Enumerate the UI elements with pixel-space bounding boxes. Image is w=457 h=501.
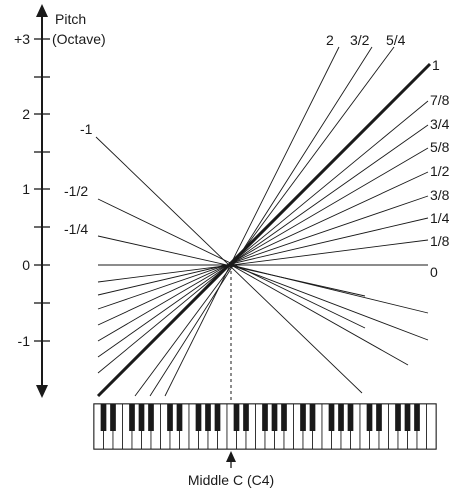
axis-arrow-up-icon bbox=[36, 4, 48, 17]
black-key bbox=[100, 404, 107, 431]
axis-title-octave: (Octave) bbox=[52, 31, 106, 47]
arrow-up-icon bbox=[226, 451, 236, 462]
line-label: 1 bbox=[432, 57, 440, 73]
line-label: 3/8 bbox=[430, 187, 450, 203]
black-key bbox=[281, 404, 287, 431]
axis-tick-label: 1 bbox=[22, 181, 30, 197]
line-one-bold bbox=[96, 62, 432, 398]
line-label: -1/2 bbox=[64, 183, 88, 199]
axis-tick-label: -1 bbox=[18, 333, 31, 349]
black-key bbox=[404, 404, 411, 431]
black-key bbox=[328, 404, 335, 431]
black-key bbox=[148, 404, 154, 431]
black-key bbox=[233, 404, 240, 431]
black-key bbox=[138, 404, 145, 431]
line-label: 3/2 bbox=[350, 32, 370, 48]
black-key bbox=[262, 404, 268, 431]
black-key bbox=[414, 404, 420, 431]
axis-tick-label: +3 bbox=[14, 31, 30, 47]
line-label: 3/4 bbox=[430, 116, 450, 132]
key-follow-lines bbox=[95, 46, 429, 397]
line-label: 0 bbox=[430, 264, 438, 280]
line-three-quarters bbox=[97, 124, 429, 358]
black-key bbox=[376, 404, 382, 431]
line-one-eighth bbox=[97, 239, 429, 283]
line-label: -1/4 bbox=[64, 221, 88, 237]
axis-ticks bbox=[34, 38, 50, 342]
line-label: 5/8 bbox=[430, 139, 450, 155]
black-key bbox=[129, 404, 135, 431]
line-label: 1/2 bbox=[430, 163, 450, 179]
line-five-eighths bbox=[97, 147, 429, 342]
line-one-quarter bbox=[97, 217, 429, 296]
black-key bbox=[167, 404, 173, 431]
black-key bbox=[338, 404, 344, 431]
black-key bbox=[300, 404, 306, 431]
axis-arrow-down-icon bbox=[36, 385, 48, 398]
black-key bbox=[176, 404, 183, 431]
line-three-halves bbox=[149, 46, 373, 397]
line-one-half bbox=[97, 171, 429, 326]
line-label: 5/4 bbox=[386, 32, 406, 48]
line-seven-eighths bbox=[97, 100, 429, 374]
negative-line-extensions bbox=[230, 264, 429, 366]
white-key bbox=[426, 403, 437, 450]
line-label: 7/8 bbox=[430, 92, 450, 108]
piano-keyboard bbox=[93, 403, 437, 450]
black-key bbox=[110, 404, 116, 431]
black-key bbox=[195, 404, 202, 431]
black-key bbox=[366, 404, 373, 431]
line-label: 1/8 bbox=[430, 233, 450, 249]
axis-tick-label: 2 bbox=[22, 106, 30, 122]
axis-tick-label: 0 bbox=[22, 257, 30, 273]
line-five-quarters bbox=[134, 46, 395, 397]
line-label: 1/4 bbox=[430, 210, 450, 226]
black-key bbox=[214, 404, 221, 431]
black-key bbox=[205, 404, 211, 431]
line-two bbox=[164, 46, 340, 397]
black-key bbox=[271, 404, 278, 431]
black-key bbox=[347, 404, 354, 431]
black-key bbox=[309, 404, 316, 431]
line-three-eighths bbox=[97, 195, 429, 310]
axis-title-pitch: Pitch bbox=[55, 11, 86, 27]
black-key bbox=[243, 404, 249, 431]
middle-c-label: Middle C (C4) bbox=[188, 472, 274, 488]
line-label: -1 bbox=[80, 121, 93, 137]
black-key bbox=[395, 404, 401, 431]
line-label: 2 bbox=[326, 32, 334, 48]
